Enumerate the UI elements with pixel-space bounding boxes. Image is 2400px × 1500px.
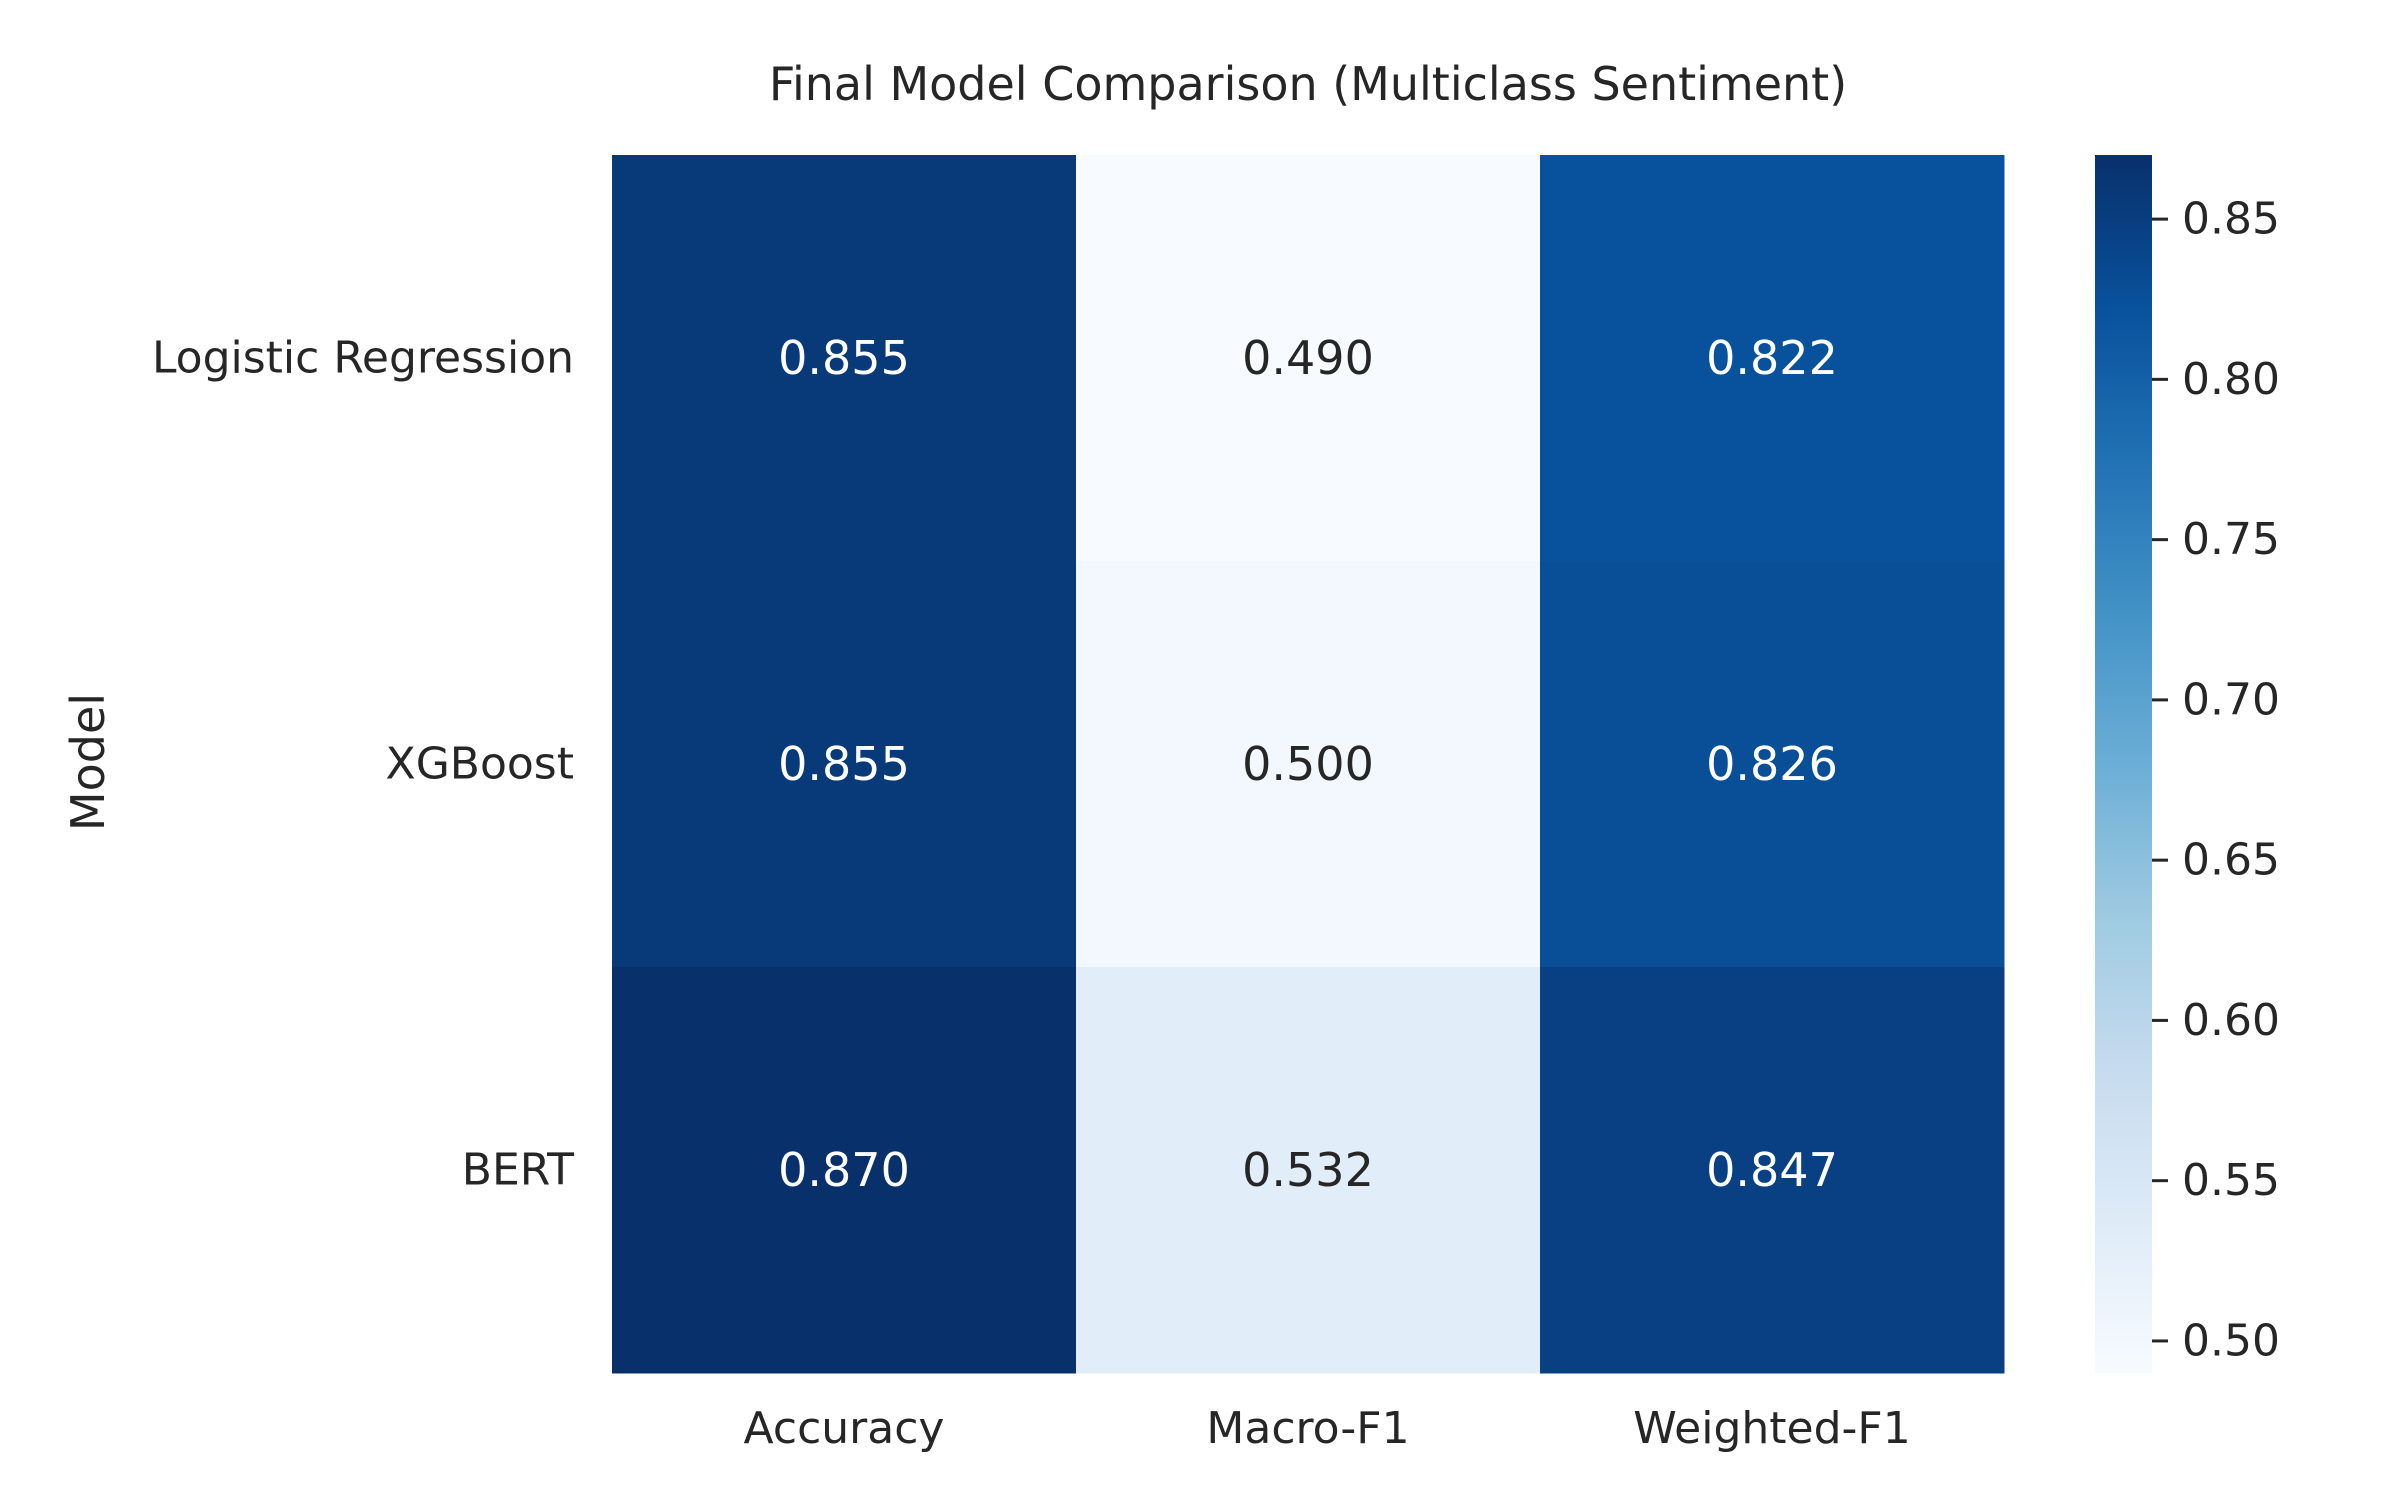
heatmap-cell-label: 0.826 [1706, 737, 1838, 791]
y-tick-label: BERT [462, 1145, 574, 1196]
y-axis-ticks: Logistic Regression XGBoost BERT [152, 333, 574, 1196]
x-axis-ticks: Accuracy Macro-F1 Weighted-F1 [744, 1403, 1911, 1454]
heatmap-cell-label: 0.870 [778, 1143, 910, 1197]
colorbar-tick-label: 0.85 [2182, 194, 2280, 245]
y-tick-label: Logistic Regression [152, 333, 574, 384]
heatmap-cell [1540, 967, 2005, 1374]
heatmap-cell-label: 0.855 [778, 331, 910, 385]
heatmap-cell [1540, 155, 2005, 562]
colorbar-tick-label: 0.50 [2182, 1315, 2280, 1366]
y-axis-label: Model [61, 693, 115, 831]
heatmap-cell [612, 155, 1077, 562]
x-tick-label: Accuracy [744, 1403, 945, 1454]
heatmap-cell [612, 561, 1077, 968]
heatmap-cell-label: 0.490 [1242, 331, 1374, 385]
heatmap-cells [612, 155, 2005, 1374]
heatmap-cell-label: 0.822 [1706, 331, 1838, 385]
colorbar-tick-label: 0.70 [2182, 674, 2280, 725]
heatmap-cell-label: 0.855 [778, 737, 910, 791]
colorbar-tick-label: 0.80 [2182, 354, 2280, 405]
colorbar [2095, 155, 2152, 1373]
x-tick-label: Macro-F1 [1206, 1403, 1409, 1454]
x-tick-label: Weighted-F1 [1633, 1403, 1910, 1454]
colorbar-tick-label: 0.75 [2182, 514, 2280, 565]
chart-title: Final Model Comparison (Multiclass Senti… [769, 57, 1847, 111]
heatmap-cell [1540, 561, 2005, 968]
heatmap-cell [1076, 967, 1541, 1374]
heatmap-cell-labels: 0.855 0.490 0.822 0.855 0.500 0.826 0.870 0.532… [778, 331, 1838, 1197]
colorbar-tick-label: 0.60 [2182, 995, 2280, 1046]
colorbar-tick-label: 0.65 [2182, 835, 2280, 886]
heatmap-cell [612, 967, 1077, 1374]
heatmap-cell-label: 0.847 [1706, 1143, 1838, 1197]
y-tick-label: XGBoost [386, 739, 574, 790]
colorbar-tick-label: 0.55 [2182, 1155, 2280, 1206]
heatmap-cell [1076, 155, 1541, 562]
heatmap-cell-label: 0.532 [1242, 1143, 1374, 1197]
colorbar-ticks: 0.50 0.55 0.60 0.65 0.70 0.75 0.80 0.85 [2152, 194, 2280, 1366]
heatmap-cell [1076, 561, 1541, 968]
heatmap-cell-label: 0.500 [1242, 737, 1374, 791]
